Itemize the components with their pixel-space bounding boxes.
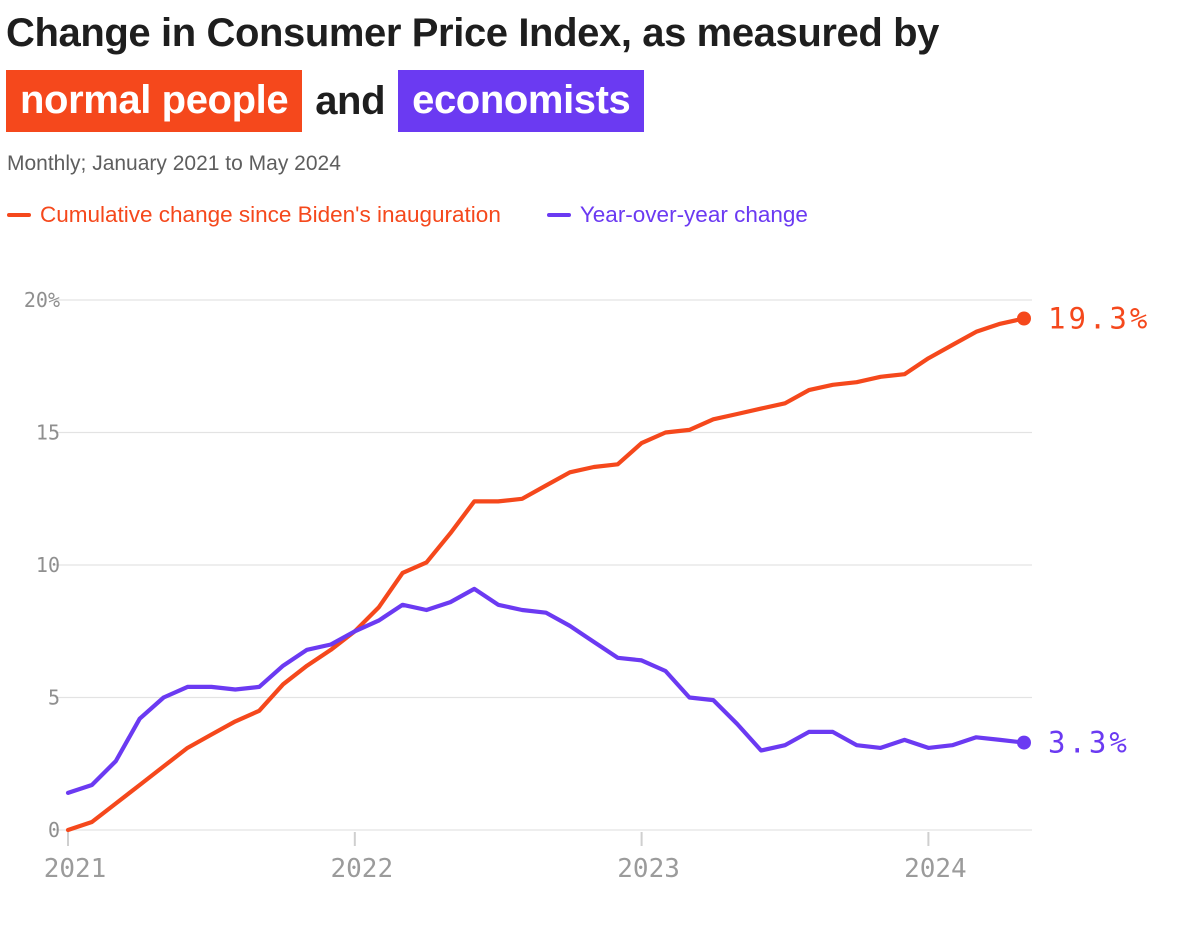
legend-label-cumulative: Cumulative change since Biden's inaugura… bbox=[40, 202, 501, 227]
legend-item-cumulative: Cumulative change since Biden's inaugura… bbox=[7, 202, 501, 228]
title-line2: normal people and economists bbox=[6, 70, 1200, 132]
title-line1: Change in Consumer Price Index, as measu… bbox=[6, 11, 940, 55]
series-line-1 bbox=[65, 586, 1027, 796]
line-swatch-icon bbox=[7, 213, 31, 217]
highlight-economists: economists bbox=[398, 70, 645, 132]
x-tick-label: 2022 bbox=[330, 854, 393, 884]
x-tick-label: 2021 bbox=[44, 854, 107, 884]
y-tick-label: 10 bbox=[36, 553, 60, 577]
cpi-line-chart: 0 5 10 15 20% 2021 2022 2023 2024 19.3% 3.3% bbox=[24, 288, 1150, 884]
chart-header: Change in Consumer Price Index, as measu… bbox=[0, 0, 1200, 228]
line-swatch-icon bbox=[546, 213, 571, 217]
series-end-label-0: 19.3% bbox=[1048, 302, 1150, 336]
x-tick-label: 2024 bbox=[904, 854, 967, 884]
series-end-dot-0 bbox=[1017, 311, 1031, 326]
series-end-label-1: 3.3% bbox=[1048, 726, 1130, 760]
page-title: Change in Consumer Price Index, as measu… bbox=[6, 10, 1200, 132]
y-tick-label: 0 bbox=[48, 818, 60, 842]
y-tick-label: 15 bbox=[36, 421, 60, 445]
legend-label-yoy: Year-over-year change bbox=[579, 202, 808, 227]
x-tick-label: 2023 bbox=[617, 854, 680, 884]
y-tick-label: 20% bbox=[24, 288, 60, 312]
title-connector: and bbox=[315, 79, 386, 123]
series-end-dot-1 bbox=[1017, 735, 1031, 750]
chart-subtitle: Monthly; January 2021 to May 2024 bbox=[7, 152, 341, 175]
chart-legend: Cumulative change since Biden's inaugura… bbox=[7, 202, 1200, 228]
highlight-normal-people: normal people bbox=[6, 70, 303, 132]
y-tick-label: 5 bbox=[48, 686, 60, 710]
chart-area: 0 5 10 15 20% 2021 2022 2023 2024 19.3% 3.3% bbox=[0, 240, 1200, 930]
legend-item-yoy: Year-over-year change bbox=[546, 202, 808, 228]
series-line-0 bbox=[65, 316, 1027, 833]
